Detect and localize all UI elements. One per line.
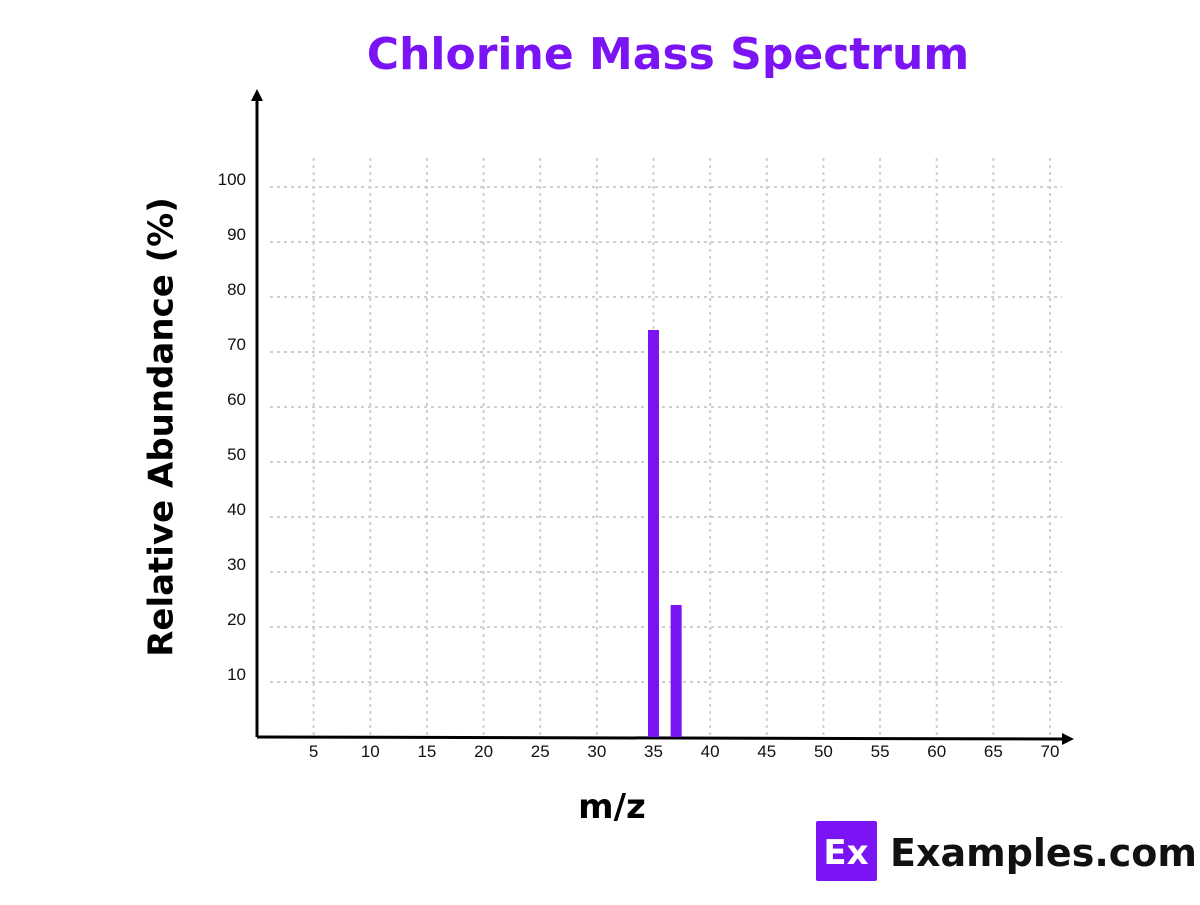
x-tick-label: 25 <box>531 742 550 761</box>
y-tick-label: 80 <box>227 280 246 299</box>
bar-37 <box>670 605 682 737</box>
x-tick-label: 35 <box>644 742 663 761</box>
x-axis-title: m/z <box>578 787 646 827</box>
y-tick-label: 70 <box>227 335 246 354</box>
x-tick-label: 10 <box>361 742 380 761</box>
y-axis-arrow-icon <box>251 89 263 101</box>
brand-name: Examples.com <box>890 831 1197 875</box>
x-tick-label: 15 <box>417 742 436 761</box>
brand-badge <box>816 821 877 881</box>
y-tick-label: 30 <box>227 555 246 574</box>
x-tick-label: 5 <box>309 742 318 761</box>
x-tick-labels: 5 10 15 20 25 30 35 40 45 50 55 60 65 70 <box>309 742 1060 761</box>
x-tick-label: 50 <box>814 742 833 761</box>
x-tick-label: 30 <box>587 742 606 761</box>
brand-badge-text: Ex <box>823 833 868 873</box>
x-tick-label: 45 <box>757 742 776 761</box>
x-tick-label: 20 <box>474 742 493 761</box>
x-tick-label: 55 <box>871 742 890 761</box>
x-axis-arrow-icon <box>1062 733 1074 745</box>
y-tick-label: 50 <box>227 445 246 464</box>
bars <box>648 330 682 737</box>
y-tick-label: 20 <box>227 610 246 629</box>
chart-title: Chlorine Mass Spectrum <box>367 29 969 80</box>
y-tick-label: 40 <box>227 500 246 519</box>
x-tick-label: 70 <box>1041 742 1060 761</box>
y-tick-label: 90 <box>227 225 246 244</box>
brand-logo: Ex Examples.com <box>816 821 1197 881</box>
x-tick-label: 65 <box>984 742 1003 761</box>
y-tick-labels: 10 20 30 40 50 60 70 80 90 100 <box>218 170 246 684</box>
x-tick-label: 60 <box>927 742 946 761</box>
x-tick-label: 40 <box>701 742 720 761</box>
y-tick-label: 60 <box>227 390 246 409</box>
y-tick-label: 100 <box>218 170 246 189</box>
x-axis-line <box>256 735 1065 741</box>
y-tick-label: 10 <box>227 665 246 684</box>
gridlines <box>270 158 1062 737</box>
bar-35 <box>648 330 659 737</box>
y-axis-title: Relative Abundance (%) <box>142 197 182 657</box>
